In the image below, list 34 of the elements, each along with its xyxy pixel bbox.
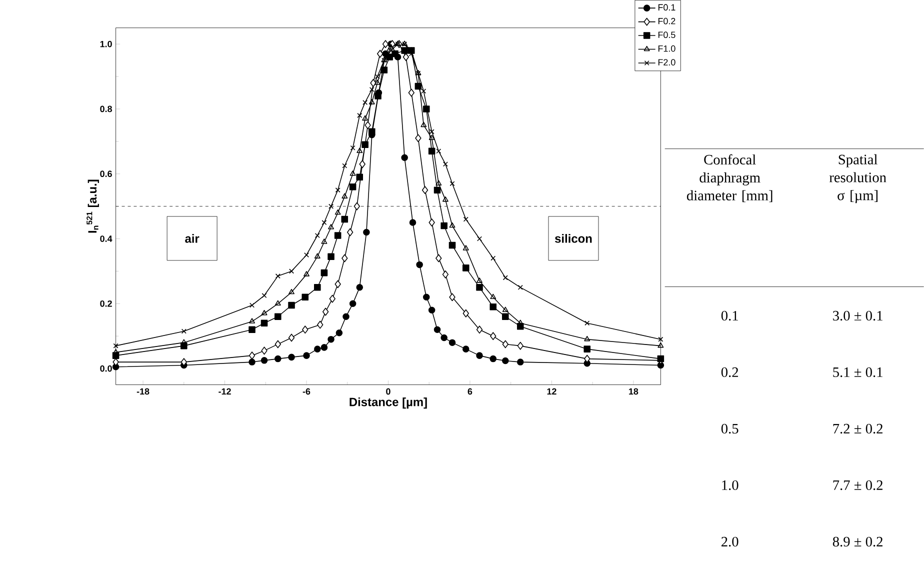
y-tick-label: 1.0 xyxy=(100,41,112,48)
text: 1.0 xyxy=(722,480,738,490)
x-tick-label: -6 xyxy=(302,388,310,395)
y-tick-label: 0.8 xyxy=(100,106,112,112)
legend-label: F0.1 xyxy=(658,4,676,11)
text: Spatial resolution σ [µm] xyxy=(829,154,886,204)
legend-label: F1.0 xyxy=(658,46,676,52)
y-tick-label: 0.6 xyxy=(100,170,112,178)
text: 0.5 xyxy=(721,424,738,434)
x-axis-title: Distance [µm] xyxy=(350,398,427,409)
annotation: air xyxy=(185,234,200,243)
legend-label: F0.2 xyxy=(658,18,676,24)
y-axis-title: I$_{n}$$^{521}$ [a.u.] xyxy=(86,180,99,233)
y-tick-label: 0.2 xyxy=(100,300,112,307)
x-tick-label: 6 xyxy=(468,388,472,395)
x-tick-label: 18 xyxy=(629,388,638,395)
text: 8.9 ± 0.2 xyxy=(832,536,882,547)
text: 2.0 xyxy=(722,536,738,547)
legend-label: F2.0 xyxy=(658,59,676,66)
text: Confocal diaphragm diameter [mm] xyxy=(686,154,772,202)
text: 7.2 ± 0.2 xyxy=(833,424,882,434)
text: 5.1 ± 0.1 xyxy=(833,368,882,378)
x-tick-label: 0 xyxy=(386,388,390,395)
text: 3.0 ± 0.1 xyxy=(833,311,882,321)
legend-label: F0.5 xyxy=(658,32,676,38)
x-tick-label: 12 xyxy=(547,388,556,395)
text: 7.7 ± 0.2 xyxy=(833,480,882,490)
x-tick-label: -18 xyxy=(136,388,150,395)
text: 0.2 xyxy=(721,368,738,378)
x-tick-label: -12 xyxy=(218,388,231,395)
y-tick-label: 0.0 xyxy=(100,366,112,372)
y-tick-label: 0.4 xyxy=(100,236,112,242)
text: 0.1 xyxy=(721,311,738,321)
annotation: silicon xyxy=(554,234,592,243)
